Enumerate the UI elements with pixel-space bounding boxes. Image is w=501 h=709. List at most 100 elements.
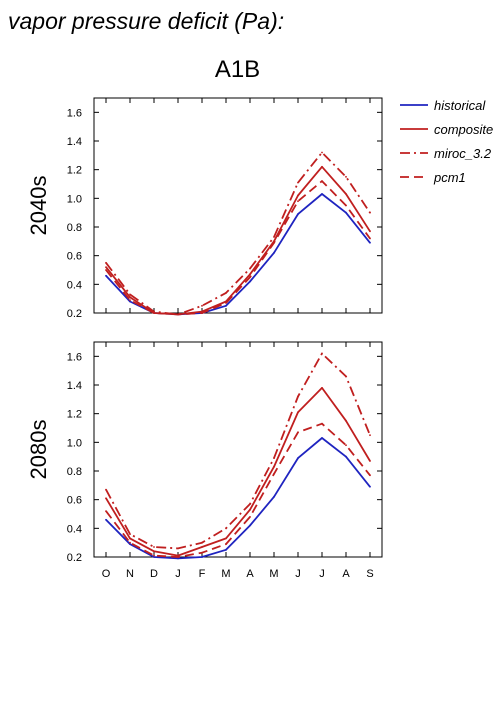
- data-point: [249, 515, 251, 518]
- series-line-pcm1: [105, 422, 371, 558]
- data-point: [225, 292, 227, 294]
- series-line-pcm1: [105, 180, 371, 316]
- data-point: [297, 181, 299, 184]
- y-tick-label: 0.4: [67, 279, 82, 291]
- y-tick-label: 0.4: [67, 523, 82, 535]
- data-point: [273, 251, 275, 254]
- data-point: [345, 444, 347, 447]
- data-point: [273, 495, 275, 498]
- x-tick-label: J: [319, 568, 325, 580]
- data-point: [105, 266, 107, 269]
- series-line-historical: [105, 193, 371, 316]
- legend-item: historical: [400, 98, 486, 113]
- data-point: [345, 204, 347, 207]
- panel-label: 2080s: [26, 420, 51, 480]
- panel-label: 2040s: [26, 176, 51, 236]
- data-point: [105, 488, 107, 491]
- data-point: [369, 485, 371, 488]
- data-point: [345, 193, 347, 195]
- data-point: [105, 261, 107, 264]
- y-tick-label: 1.0: [67, 437, 82, 449]
- data-point: [129, 293, 131, 296]
- data-point: [249, 524, 251, 527]
- data-point: [369, 434, 371, 437]
- data-point: [321, 165, 323, 168]
- data-point: [297, 200, 299, 203]
- y-tick-label: 1.4: [67, 380, 82, 392]
- data-point: [225, 543, 227, 545]
- data-point: [345, 419, 347, 422]
- data-point: [201, 556, 203, 558]
- data-point: [345, 211, 347, 214]
- plot-frame: [93, 97, 383, 314]
- data-point: [369, 211, 371, 214]
- data-point: [225, 537, 227, 540]
- x-tick-label: M: [221, 568, 230, 580]
- page-title: vapor pressure deficit (Pa):: [8, 8, 285, 34]
- data-point: [297, 431, 299, 434]
- x-tick-label: A: [246, 568, 254, 580]
- data-point: [153, 556, 155, 558]
- data-point: [345, 375, 347, 378]
- legend-label: composite: [434, 122, 493, 137]
- data-point: [321, 352, 323, 355]
- data-point: [129, 537, 131, 540]
- data-point: [177, 557, 179, 560]
- data-point: [129, 300, 131, 303]
- data-point: [153, 554, 155, 557]
- data-point: [201, 546, 203, 548]
- data-point: [129, 543, 131, 545]
- y-tick-label: 1.6: [67, 107, 82, 119]
- data-point: [153, 312, 155, 314]
- series-line-historical: [105, 437, 371, 560]
- data-point: [273, 465, 275, 468]
- series-line-composite: [105, 386, 371, 557]
- x-tick-label: J: [175, 568, 181, 580]
- data-point: [369, 241, 371, 244]
- y-tick-label: 1.0: [67, 193, 82, 205]
- data-point: [129, 296, 131, 299]
- data-point: [321, 193, 323, 195]
- data-point: [225, 302, 227, 304]
- data-point: [129, 541, 131, 544]
- y-tick-label: 1.2: [67, 409, 82, 421]
- series-line-composite: [105, 165, 371, 316]
- y-tick-label: 0.6: [67, 495, 82, 507]
- data-point: [201, 551, 203, 554]
- legend-item: composite: [400, 122, 493, 137]
- data-point: [129, 533, 131, 535]
- data-point: [369, 230, 371, 233]
- data-point: [105, 510, 107, 513]
- data-point: [249, 508, 251, 511]
- x-tick-label: N: [126, 568, 134, 580]
- x-tick-label: F: [199, 568, 206, 580]
- data-point: [129, 299, 131, 301]
- data-point: [321, 386, 323, 389]
- data-point: [177, 556, 179, 558]
- panel-2080s: 0.2 0.4 0.6 0.8 1.0 1.2 1.4 1.6 O N D J F M A M J J A S 2080…: [26, 341, 383, 580]
- legend-label: historical: [434, 98, 486, 113]
- data-point: [297, 194, 299, 197]
- legend-label: pcm1: [433, 170, 466, 185]
- y-tick-label: 1.4: [67, 136, 82, 148]
- y-tick-label: 0.8: [67, 466, 82, 478]
- data-point: [369, 460, 371, 462]
- x-tick-label: A: [342, 568, 350, 580]
- data-point: [249, 276, 251, 279]
- data-point: [273, 472, 275, 475]
- data-point: [249, 280, 251, 283]
- data-point: [201, 312, 203, 314]
- series-line-miroc-3-2: [105, 352, 371, 550]
- x-tick-label: M: [269, 568, 278, 580]
- x-tick-label: S: [366, 568, 373, 580]
- data-point: [297, 213, 299, 216]
- series-line-miroc-3-2: [105, 151, 371, 316]
- data-point: [105, 274, 107, 277]
- data-point: [273, 457, 275, 459]
- legend: historical composite miroc_3.2 pcm1: [400, 98, 493, 185]
- data-point: [105, 497, 107, 500]
- plot-frame: [93, 341, 383, 558]
- data-point: [177, 313, 179, 316]
- data-point: [249, 273, 251, 276]
- data-point: [345, 455, 347, 458]
